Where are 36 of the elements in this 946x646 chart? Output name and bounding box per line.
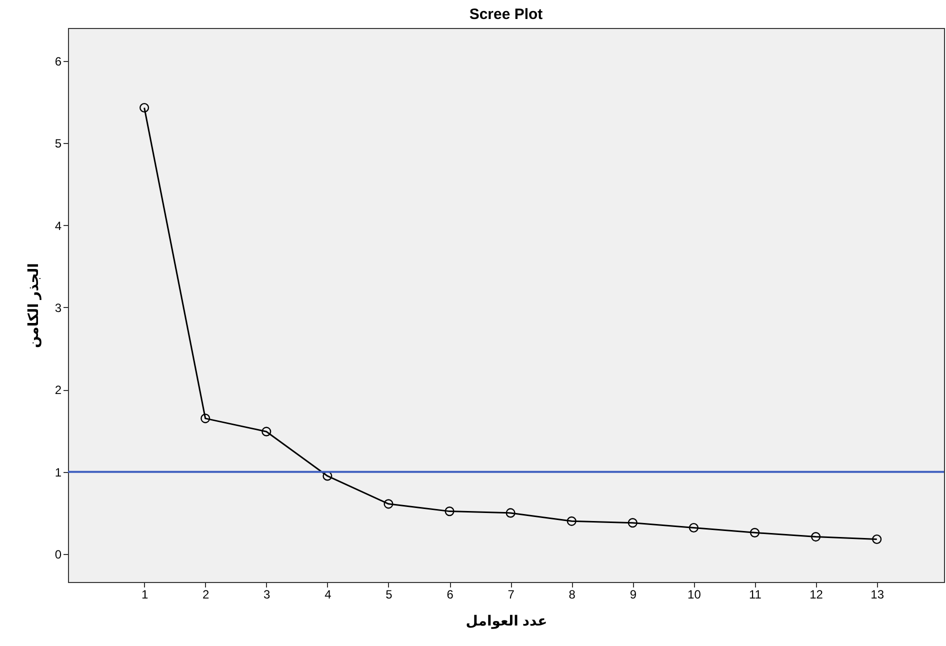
x-tick-label: 7 (508, 588, 515, 602)
y-tick-label: 4 (54, 218, 62, 233)
x-tick-label: 2 (202, 588, 210, 602)
y-tick-label: 6 (54, 54, 62, 68)
point (384, 499, 394, 509)
y-tick-label: 0 (54, 548, 62, 562)
x-tick-label: 3 (264, 588, 271, 602)
y-tick-label: 3 (54, 300, 62, 315)
x-tick-label: 11 (749, 588, 762, 602)
x-tick-label: 5 (386, 588, 393, 602)
y-tick-label: 5 (54, 136, 62, 151)
point (506, 508, 516, 518)
x-tick-label: 8 (568, 588, 576, 602)
point (262, 426, 272, 436)
point (628, 518, 638, 528)
y-tick-label: 2 (54, 383, 62, 398)
point (200, 414, 210, 424)
point (566, 516, 576, 526)
x-tick-label: 10 (688, 588, 702, 602)
point (750, 528, 760, 538)
x-tick-label: 4 (324, 588, 332, 602)
point (322, 471, 332, 481)
y-tick-label: 1 (54, 465, 62, 480)
point (688, 522, 698, 533)
x-axis-title: عدد العوامل (466, 612, 548, 630)
x-tick-label: 13 (870, 588, 884, 602)
chart-title: Scree Plot (469, 6, 543, 23)
x-tick-label: 6 (446, 588, 454, 602)
point (140, 102, 150, 113)
point (872, 534, 882, 544)
x-tick-label: 9 (630, 588, 637, 602)
y-axis-title: الجذر الكامن (24, 263, 42, 348)
x-tick-label: 1 (141, 588, 148, 602)
x-tick-label: 12 (810, 588, 824, 602)
point (811, 532, 821, 542)
point (444, 506, 454, 516)
